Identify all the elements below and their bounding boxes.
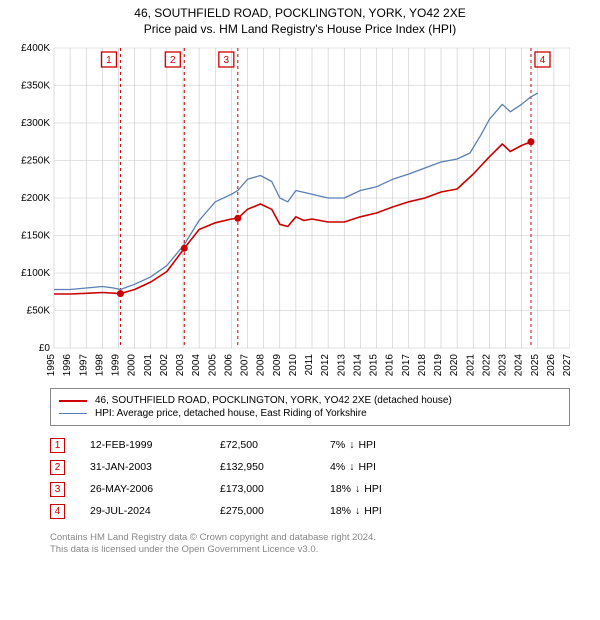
sale-row: 3 26-MAY-2006£173,00018%↓HPI (50, 478, 600, 500)
svg-text:2027: 2027 (562, 354, 570, 377)
svg-text:£150K: £150K (21, 231, 50, 242)
price-chart: £0 £50K £100K £150K £200K £250K £300K £350K £400… (10, 42, 570, 377)
title-address: 46, SOUTHFIELD ROAD, POCKLINGTON, YORK, … (0, 6, 600, 20)
arrow-down-icon: ↓ (355, 505, 360, 517)
sale-diff: 4%↓HPI (330, 461, 450, 473)
arrow-down-icon: ↓ (355, 483, 360, 495)
legend-swatch-property (59, 400, 87, 402)
svg-text:£400K: £400K (21, 43, 50, 54)
sale-date: 31-JAN-2003 (90, 461, 220, 473)
svg-text:£100K: £100K (21, 268, 50, 279)
svg-text:2000: 2000 (127, 354, 138, 377)
svg-text:2026: 2026 (546, 354, 557, 377)
svg-text:2011: 2011 (304, 354, 315, 376)
svg-text:2006: 2006 (223, 354, 234, 377)
svg-text:1997: 1997 (78, 354, 89, 377)
svg-text:2016: 2016 (385, 354, 396, 377)
svg-text:2018: 2018 (417, 354, 428, 377)
svg-text:£200K: £200K (21, 193, 50, 204)
sale-date: 26-MAY-2006 (90, 483, 220, 495)
chart-title-block: 46, SOUTHFIELD ROAD, POCKLINGTON, YORK, … (0, 0, 600, 36)
svg-text:£250K: £250K (21, 156, 50, 167)
sale-diff: 7%↓HPI (330, 439, 450, 451)
sale-price: £275,000 (220, 505, 330, 517)
svg-text:2005: 2005 (207, 354, 218, 377)
sale-diff: 18%↓HPI (330, 505, 450, 517)
svg-text:2020: 2020 (449, 354, 460, 377)
footer: Contains HM Land Registry data © Crown c… (50, 532, 570, 557)
sale-price: £132,950 (220, 461, 330, 473)
svg-text:2022: 2022 (481, 354, 492, 377)
sale-row: 2 31-JAN-2003£132,9504%↓HPI (50, 456, 600, 478)
legend-label-hpi: HPI: Average price, detached house, East… (95, 408, 367, 419)
svg-text:£0: £0 (39, 343, 51, 354)
svg-text:3: 3 (224, 55, 230, 66)
svg-text:2013: 2013 (336, 354, 347, 377)
legend: 46, SOUTHFIELD ROAD, POCKLINGTON, YORK, … (50, 388, 570, 426)
sale-marker: 4 (50, 504, 65, 519)
svg-text:2021: 2021 (465, 354, 476, 377)
sale-marker: 1 (50, 438, 65, 453)
svg-text:2015: 2015 (369, 354, 380, 377)
chart-container: £0 £50K £100K £150K £200K £250K £300K £350K £400… (10, 42, 590, 380)
svg-text:£350K: £350K (21, 81, 50, 92)
footer-line1: Contains HM Land Registry data © Crown c… (50, 532, 570, 544)
svg-text:1999: 1999 (111, 354, 122, 377)
sale-marker: 3 (50, 482, 65, 497)
svg-text:2023: 2023 (498, 354, 509, 377)
svg-text:2019: 2019 (433, 354, 444, 377)
footer-line2: This data is licensed under the Open Gov… (50, 544, 570, 556)
svg-text:2025: 2025 (530, 354, 541, 377)
svg-text:2001: 2001 (143, 354, 154, 377)
svg-text:2009: 2009 (272, 354, 283, 377)
svg-text:4: 4 (540, 55, 546, 66)
sale-row: 1 12-FEB-1999£72,5007%↓HPI (50, 434, 600, 456)
svg-text:2003: 2003 (175, 354, 186, 377)
title-subtitle: Price paid vs. HM Land Registry's House … (0, 22, 600, 36)
sale-date: 29-JUL-2024 (90, 505, 220, 517)
svg-text:2008: 2008 (256, 354, 267, 377)
svg-text:1996: 1996 (62, 354, 73, 377)
legend-item-hpi: HPI: Average price, detached house, East… (59, 408, 561, 419)
svg-text:2014: 2014 (352, 354, 363, 377)
svg-text:2007: 2007 (240, 354, 251, 377)
legend-item-property: 46, SOUTHFIELD ROAD, POCKLINGTON, YORK, … (59, 395, 561, 406)
arrow-down-icon: ↓ (349, 461, 354, 473)
svg-text:2024: 2024 (514, 354, 525, 377)
legend-swatch-hpi (59, 413, 87, 414)
sales-table: 1 12-FEB-1999£72,5007%↓HPI 2 31-JAN-2003£13… (50, 434, 600, 522)
svg-text:2002: 2002 (159, 354, 170, 377)
svg-text:2017: 2017 (401, 354, 412, 377)
svg-text:1: 1 (106, 55, 112, 66)
svg-text:£50K: £50K (27, 306, 51, 317)
svg-text:£300K: £300K (21, 118, 50, 129)
svg-text:2012: 2012 (320, 354, 331, 377)
sale-date: 12-FEB-1999 (90, 439, 220, 451)
svg-text:2: 2 (170, 55, 176, 66)
svg-text:2010: 2010 (288, 354, 299, 377)
svg-text:1995: 1995 (46, 354, 57, 377)
svg-text:1998: 1998 (94, 354, 105, 377)
legend-label-property: 46, SOUTHFIELD ROAD, POCKLINGTON, YORK, … (95, 395, 452, 406)
arrow-down-icon: ↓ (349, 439, 354, 451)
sale-marker: 2 (50, 460, 65, 475)
sale-price: £173,000 (220, 483, 330, 495)
sale-price: £72,500 (220, 439, 330, 451)
svg-text:2004: 2004 (191, 354, 202, 377)
sale-row: 4 29-JUL-2024£275,00018%↓HPI (50, 500, 600, 522)
sale-diff: 18%↓HPI (330, 483, 450, 495)
